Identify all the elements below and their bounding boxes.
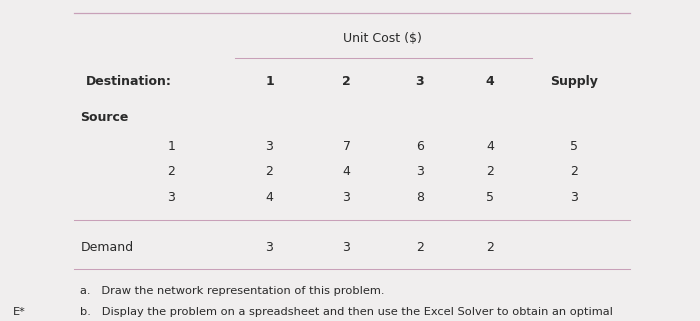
Text: 2: 2	[342, 75, 351, 88]
Text: Unit Cost ($): Unit Cost ($)	[344, 32, 422, 45]
Text: Supply: Supply	[550, 75, 598, 88]
Text: 3: 3	[342, 191, 351, 204]
Text: 4: 4	[265, 191, 274, 204]
Text: 4: 4	[342, 165, 351, 178]
Text: 6: 6	[416, 140, 424, 152]
Text: 3: 3	[416, 165, 424, 178]
Text: 5: 5	[486, 191, 494, 204]
Text: 2: 2	[486, 241, 494, 254]
Text: 1: 1	[265, 75, 274, 88]
Text: Source: Source	[80, 111, 129, 124]
Text: 7: 7	[342, 140, 351, 152]
Text: 2: 2	[486, 165, 494, 178]
Text: Demand: Demand	[80, 241, 134, 254]
Text: 3: 3	[265, 241, 274, 254]
Text: 3: 3	[167, 191, 176, 204]
Text: Destination:: Destination:	[85, 75, 172, 88]
Text: E*: E*	[13, 307, 25, 317]
Text: 2: 2	[167, 165, 176, 178]
Text: b.   Display the problem on a spreadsheet and then use the Excel Solver to obtai: b. Display the problem on a spreadsheet …	[80, 307, 613, 317]
Text: 2: 2	[265, 165, 274, 178]
Text: 1: 1	[167, 140, 176, 152]
Text: 4: 4	[486, 75, 494, 88]
Text: 3: 3	[416, 75, 424, 88]
Text: 4: 4	[486, 140, 494, 152]
Text: 5: 5	[570, 140, 578, 152]
Text: 3: 3	[342, 241, 351, 254]
Text: 2: 2	[416, 241, 424, 254]
Text: 8: 8	[416, 191, 424, 204]
Text: a.   Draw the network representation of this problem.: a. Draw the network representation of th…	[80, 286, 385, 296]
Text: 3: 3	[570, 191, 578, 204]
Text: 2: 2	[570, 165, 578, 178]
Text: 3: 3	[265, 140, 274, 152]
